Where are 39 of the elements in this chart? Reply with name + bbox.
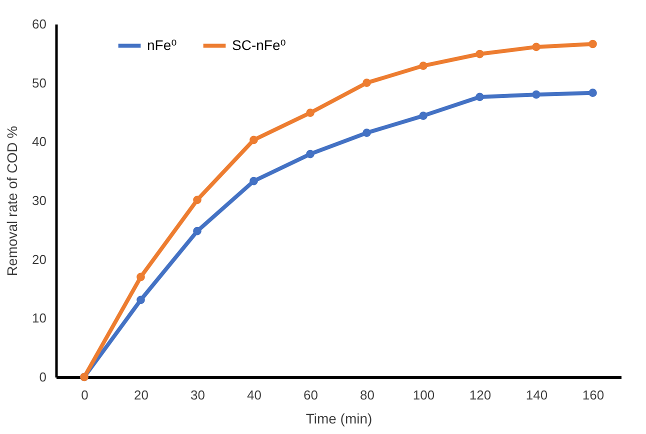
point [306,150,314,158]
point [476,50,484,58]
x-tick-label: 80 [360,388,374,402]
point [193,196,202,204]
x-tick-label: 30 [190,388,205,402]
point [362,128,371,138]
x-tick-label: 100 [412,388,435,402]
x-tick-label: 0 [81,388,88,402]
x-tick-label: 160 [582,388,604,402]
y-axis-title: Removal rate of COD % [4,126,20,276]
legend-label: nFe⁰ [147,36,178,53]
point [532,42,540,52]
x-tick-label: 140 [526,388,548,402]
point [306,108,314,118]
y-tick-label: 0 [39,370,46,384]
y-tick-label: 30 [32,193,46,208]
x-axis-title: Time (min) [306,410,372,426]
x-tick-label: 40 [247,388,262,402]
point [588,40,597,48]
x-tick-label: 120 [469,388,492,402]
y-tick-label: 60 [32,16,46,32]
point [362,78,371,88]
point [588,88,597,98]
point [136,272,145,282]
y-tick-label: 10 [32,310,46,326]
x-tick-label: 60 [304,388,318,402]
y-tick-label: 40 [32,134,46,150]
point [136,296,145,304]
point [419,112,428,120]
point [476,92,484,102]
point [250,176,258,186]
point [193,226,202,236]
y-tick-label: 50 [32,75,46,90]
point [250,136,258,144]
y-tick-label: 20 [32,252,46,267]
legend-label: SC-nFe⁰ [232,36,286,53]
point [419,62,428,70]
point [532,90,540,99]
x-tick-label: 20 [134,388,148,402]
